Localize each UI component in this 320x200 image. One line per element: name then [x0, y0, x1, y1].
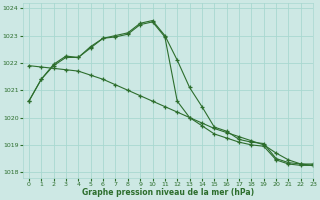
- X-axis label: Graphe pression niveau de la mer (hPa): Graphe pression niveau de la mer (hPa): [82, 188, 254, 197]
